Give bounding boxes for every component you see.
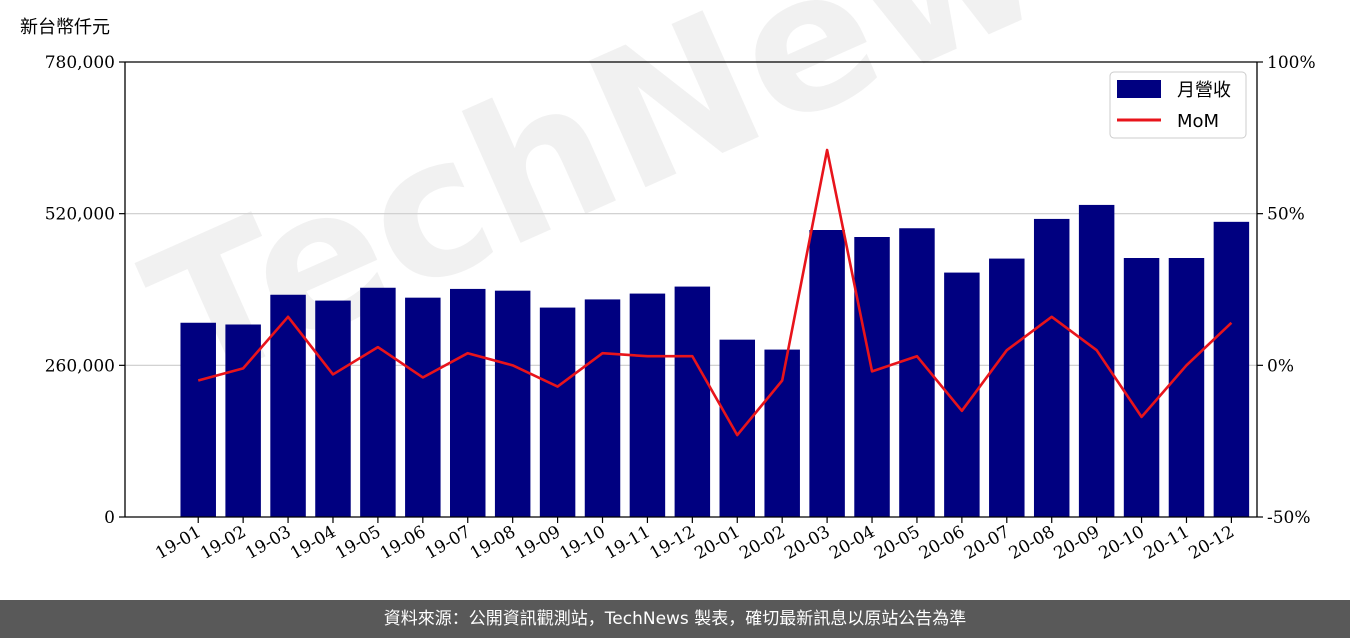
x-tick-label: 19-03: [242, 522, 294, 564]
footer-source-note: 資料來源：公開資訊觀測站，TechNews 製表，確切最新訊息以原站公告為準: [0, 600, 1350, 638]
bar: [1123, 258, 1160, 517]
bar: [1213, 221, 1250, 518]
bar: [674, 286, 711, 517]
x-tick-label: 20-02: [736, 522, 788, 564]
x-tick-label: 19-07: [422, 522, 474, 564]
x-tick-label: 20-01: [691, 522, 743, 564]
x-tick-label: 20-11: [1141, 522, 1193, 564]
right-tick-label: -50%: [1267, 508, 1311, 528]
x-tick-label: 20-12: [1185, 522, 1237, 564]
x-tick-label: 19-06: [377, 522, 429, 564]
bar: [1033, 218, 1070, 517]
chart: TechNews 0260,000520,000780,000-50%0%50%…: [20, 0, 1316, 564]
x-tick-label: 20-06: [916, 522, 968, 564]
bar: [989, 258, 1025, 517]
right-tick-label: 50%: [1267, 205, 1305, 225]
bar: [539, 307, 576, 517]
x-tick-label: 19-10: [557, 522, 609, 564]
x-tick-label: 19-02: [197, 522, 249, 564]
legend-line-label: MoM: [1177, 111, 1219, 132]
left-tick-label: 0: [104, 508, 115, 528]
x-tick-label: 20-03: [781, 522, 833, 564]
left-tick-label: 260,000: [45, 356, 115, 376]
bar: [629, 293, 666, 517]
x-tick-label: 19-11: [601, 522, 653, 564]
x-tick-label: 20-08: [1006, 522, 1058, 564]
x-tick-label: 20-10: [1096, 522, 1148, 564]
bar: [270, 294, 306, 517]
legend: 月營收 MoM: [1109, 71, 1247, 139]
bar: [405, 297, 441, 517]
mom-line-series: [197, 148, 1233, 437]
bar: [180, 322, 216, 517]
x-tick-label: 19-04: [287, 522, 339, 564]
left-tick-label: 780,000: [45, 53, 115, 73]
bar: [584, 299, 621, 517]
bar: [1078, 204, 1115, 517]
right-tick-label: 0%: [1267, 356, 1294, 376]
mom-line: [197, 148, 1233, 437]
x-tick-label: 20-07: [961, 522, 1013, 564]
legend-bar-swatch: [1117, 80, 1161, 98]
bar: [450, 288, 486, 517]
x-tick-label: 19-12: [646, 522, 698, 564]
legend-bar-label: 月營收: [1177, 80, 1231, 101]
bar: [494, 290, 531, 517]
bar: [809, 230, 845, 517]
x-tick-label: 20-09: [1051, 522, 1103, 564]
bar: [1168, 258, 1205, 517]
x-tick-label: 19-09: [512, 522, 564, 564]
bar: [360, 287, 396, 517]
x-tick-label: 20-04: [826, 522, 878, 564]
left-tick-label: 520,000: [45, 205, 115, 225]
bar: [854, 237, 890, 517]
x-tick-label: 19-01: [152, 522, 204, 564]
bar: [719, 339, 756, 517]
x-tick-label: 19-08: [467, 522, 519, 564]
x-tick-label: 19-05: [332, 522, 384, 564]
x-tick-label: 20-05: [871, 522, 923, 564]
right-tick-label: 100%: [1267, 53, 1316, 73]
y-unit-label: 新台幣仟元: [20, 17, 110, 38]
bar: [315, 300, 351, 517]
